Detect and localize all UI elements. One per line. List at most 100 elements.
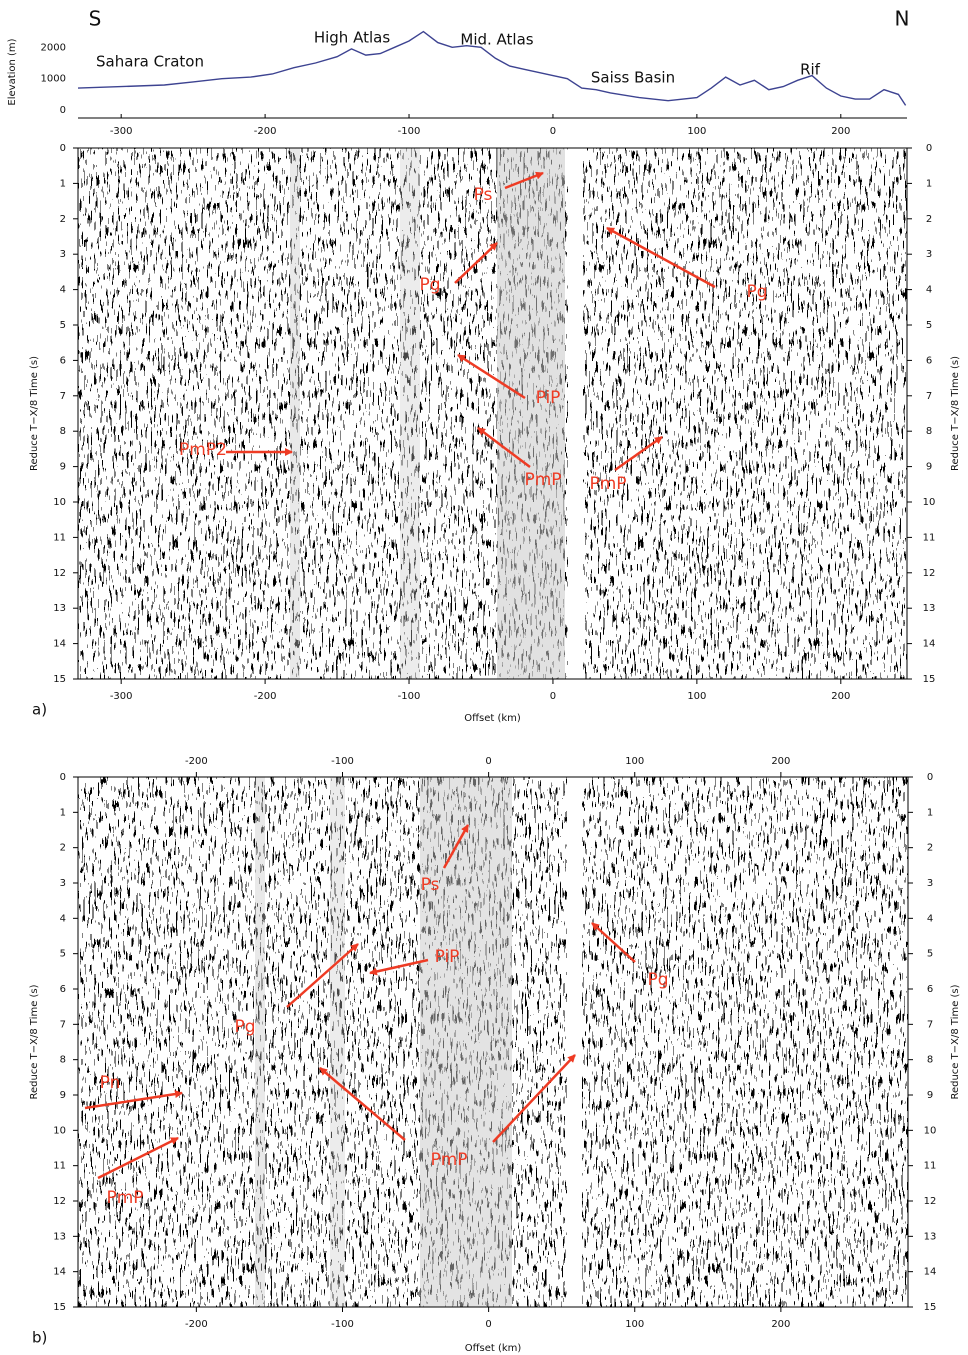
- annotation-arrow: [477, 427, 531, 468]
- y-tick-label: 14: [53, 639, 66, 650]
- y-tick-label: 4: [927, 913, 933, 924]
- y-tick-label: 7: [926, 391, 932, 402]
- y-tick-label: 12: [53, 568, 66, 579]
- y-tick-label: 10: [53, 497, 66, 508]
- y-tick-label: 7: [60, 1019, 66, 1030]
- y-tick-label: 0: [927, 772, 933, 783]
- y-tick-label: 6: [60, 984, 66, 995]
- y-tick-label: 9: [927, 1090, 933, 1101]
- x-axis-label: Offset (km): [465, 1343, 522, 1354]
- y-tick-label: 15: [924, 1302, 937, 1313]
- y-tick-label: 15: [923, 674, 936, 685]
- y-tick-label: 8: [60, 1055, 66, 1066]
- y-tick-label: 1: [926, 178, 932, 189]
- x-tick-label: -200: [254, 691, 277, 702]
- annotation: Pg: [419, 275, 440, 295]
- annotation: Sahara Craton: [96, 53, 204, 71]
- x-tick-label: 200: [831, 126, 850, 137]
- y-tick-label: 5: [927, 949, 933, 960]
- annotation: PiP: [435, 947, 460, 967]
- x-tick-label: -200: [254, 126, 277, 137]
- y-tick-label: 13: [53, 1231, 66, 1242]
- y-tick-label: 2: [927, 843, 933, 854]
- x-tick-label: -100: [398, 126, 421, 137]
- y-tick-label: 8: [60, 426, 66, 437]
- x-tick-label: -200: [185, 1319, 208, 1330]
- y-tick-label: 1000: [41, 74, 66, 85]
- y-tick-label: 4: [60, 285, 66, 296]
- annotation: S: [89, 7, 102, 31]
- y-tick-label: 2: [926, 214, 932, 225]
- y-tick-label: 13: [53, 603, 66, 614]
- y-tick-label: 15: [53, 674, 66, 685]
- annotation: PmP: [430, 1150, 467, 1170]
- annotation: Ps: [474, 185, 493, 205]
- y-tick-label: 5: [60, 320, 66, 331]
- y-tick-label: 4: [60, 913, 66, 924]
- annotation: N: [895, 7, 910, 31]
- annotation-arrow: [286, 943, 359, 1008]
- chart-panel: -300 -200 -100 0 100 2000 01 12 23 34 45 56 67 78 89 91…: [29, 143, 961, 724]
- y-tick-label: 1: [927, 807, 933, 818]
- section-frame: [77, 147, 908, 680]
- trace-band: [497, 148, 565, 679]
- y-tick-label: 2: [60, 843, 66, 854]
- x-tick-label: -100: [331, 756, 354, 767]
- annotation-arrow: [442, 824, 470, 869]
- y-tick-label: 4: [926, 285, 932, 296]
- x-tick-label: -300: [110, 691, 133, 702]
- y-tick-label: 9: [926, 462, 932, 473]
- y-tick-label: 12: [53, 1196, 66, 1207]
- annotation-arrow: [457, 353, 526, 400]
- panel-label: a): [32, 701, 47, 719]
- annotation: PmP: [106, 1188, 143, 1208]
- y-tick-label: 12: [924, 1196, 937, 1207]
- annotation: PiP: [536, 388, 561, 408]
- annotation-arrow: [369, 958, 429, 976]
- y-tick-label: 9: [60, 462, 66, 473]
- trace-band: [255, 777, 265, 1307]
- y-tick-label: 7: [60, 391, 66, 402]
- annotation-arrow: [492, 1054, 576, 1143]
- x-tick-label: 0: [485, 1319, 491, 1330]
- x-tick-label: 0: [485, 756, 491, 767]
- x-tick-label: 100: [625, 1319, 644, 1330]
- y-tick-label: 10: [924, 1125, 937, 1136]
- annotation-arrow: [84, 1090, 183, 1110]
- y-axis-label: Reduce T−X/8 Time (s): [950, 984, 961, 1099]
- y-tick-label: 6: [927, 984, 933, 995]
- annotation: High Atlas: [314, 29, 390, 47]
- y-tick-label: 5: [60, 949, 66, 960]
- y-tick-label: 8: [927, 1055, 933, 1066]
- x-tick-label: 0: [550, 126, 556, 137]
- panel-label: b): [32, 1329, 47, 1347]
- y-tick-label: 3: [60, 878, 66, 889]
- y-tick-label: 6: [926, 355, 932, 366]
- y-tick-label: 14: [924, 1267, 937, 1278]
- trace-band: [330, 777, 345, 1307]
- y-tick-label: 3: [60, 249, 66, 260]
- annotation-arrow: [454, 242, 498, 284]
- trace-band: [568, 148, 583, 679]
- x-tick-label: -300: [110, 126, 133, 137]
- y-tick-label: 0: [926, 143, 932, 154]
- y-tick-label: 0: [60, 105, 66, 116]
- seismic-traces: [78, 148, 907, 679]
- x-tick-label: -100: [398, 691, 421, 702]
- y-axis-label: Elevation (m): [7, 38, 18, 105]
- y-tick-label: 3: [926, 249, 932, 260]
- y-tick-label: 1: [60, 807, 66, 818]
- y-tick-label: 0: [60, 772, 66, 783]
- y-tick-label: 11: [924, 1161, 937, 1172]
- annotation-arrow: [591, 922, 636, 963]
- y-tick-label: 11: [923, 532, 936, 543]
- y-tick-label: 11: [53, 532, 66, 543]
- y-axis-label: Reduce T−X/8 Time (s): [29, 356, 40, 471]
- y-tick-label: 6: [60, 355, 66, 366]
- y-tick-label: 10: [53, 1125, 66, 1136]
- annotation: Pg: [234, 1017, 255, 1037]
- y-tick-label: 2: [60, 214, 66, 225]
- trace-band: [400, 148, 420, 679]
